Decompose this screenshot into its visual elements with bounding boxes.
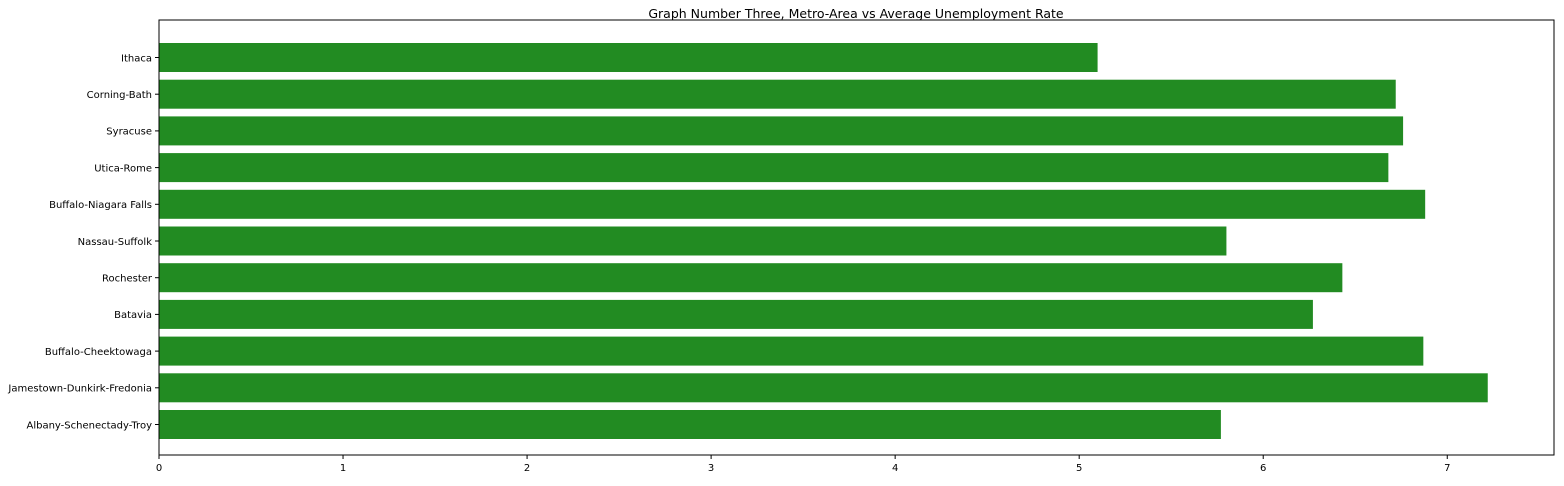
y-tick-label: Buffalo-Cheektowaga xyxy=(45,347,152,358)
x-tick-label: 3 xyxy=(708,463,714,474)
bar-buffalo-cheektowaga xyxy=(159,336,1424,366)
y-tick-label: Corning-Bath xyxy=(87,90,152,101)
bar-syracuse xyxy=(159,116,1404,146)
x-tick-label: 2 xyxy=(524,463,530,474)
x-tick-label: 6 xyxy=(1260,463,1266,474)
bar-albany-schenectady-troy xyxy=(159,410,1221,439)
bar-ithaca xyxy=(159,43,1098,72)
y-tick-label: Syracuse xyxy=(106,127,152,138)
bar-jamestown-dunkirk-fredonia xyxy=(159,373,1488,403)
y-axis: Ithaca Corning-Bath Syracuse Utica-Rome Buff… xyxy=(7,53,159,431)
plot-frame xyxy=(158,19,1555,456)
x-tick-label: 5 xyxy=(1076,463,1082,474)
bar-nassau-suffolk xyxy=(159,226,1227,256)
chart-title: Graph Number Three, Metro-Area vs Averag… xyxy=(648,6,1064,21)
y-tick-label: Ithaca xyxy=(121,53,152,64)
bars-group xyxy=(159,43,1488,439)
y-tick-label: Buffalo-Niagara Falls xyxy=(49,200,152,211)
y-tick-label: Nassau-Suffolk xyxy=(78,237,153,248)
bar-corning-bath xyxy=(159,79,1396,109)
y-tick-label: Albany-Schenectady-Troy xyxy=(26,420,152,431)
y-tick-label: Rochester xyxy=(102,274,153,285)
y-tick-label: Utica-Rome xyxy=(94,163,152,174)
bar-rochester xyxy=(159,263,1343,293)
x-tick-label: 1 xyxy=(340,463,346,474)
x-axis: 0 1 2 3 4 5 6 7 xyxy=(156,455,1450,474)
bar-batavia xyxy=(159,299,1313,329)
x-tick-label: 0 xyxy=(156,463,162,474)
x-tick-label: 4 xyxy=(892,463,898,474)
y-tick-label: Jamestown-Dunkirk-Fredonia xyxy=(7,384,152,395)
x-tick-label: 7 xyxy=(1444,463,1450,474)
y-tick-label: Batavia xyxy=(114,310,152,321)
bar-buffalo-niagara-falls xyxy=(159,189,1426,219)
bar-utica-rome xyxy=(159,153,1389,183)
